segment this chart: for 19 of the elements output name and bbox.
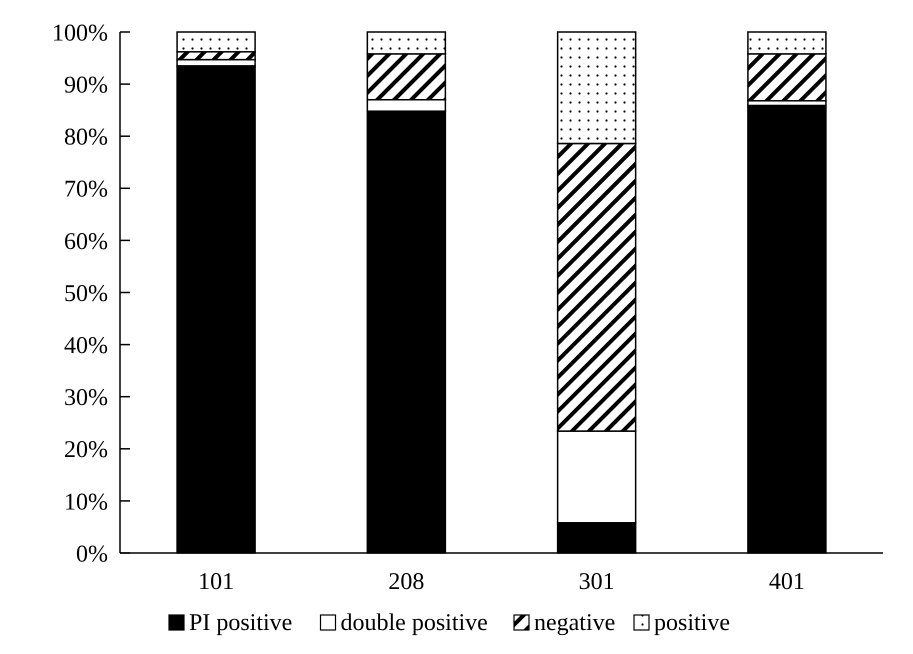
y-tick-label: 80% [64,124,108,151]
y-tick-label: 10% [64,489,108,516]
y-tick-label: 60% [64,228,108,255]
y-tick-label: 0% [76,541,108,568]
x-tick-label: 208 [388,569,424,595]
y-tick-label: 70% [64,176,108,203]
y-tick-label: 90% [64,72,108,98]
legend-label: double positive [340,610,488,636]
x-tick-label: 301 [578,569,615,595]
x-tick-label: 401 [768,569,805,595]
y-tick-label: 50% [64,280,108,307]
legend-label: negative [534,610,616,636]
y-tick-label: 30% [64,385,108,412]
x-tick-label: 101 [198,569,234,595]
y-tick-label: 100% [52,20,108,46]
y-tick-label: 20% [64,437,108,464]
legend-label: positive [654,610,730,636]
y-tick-label: 40% [64,333,108,359]
legend-label: PI positive [189,610,292,636]
